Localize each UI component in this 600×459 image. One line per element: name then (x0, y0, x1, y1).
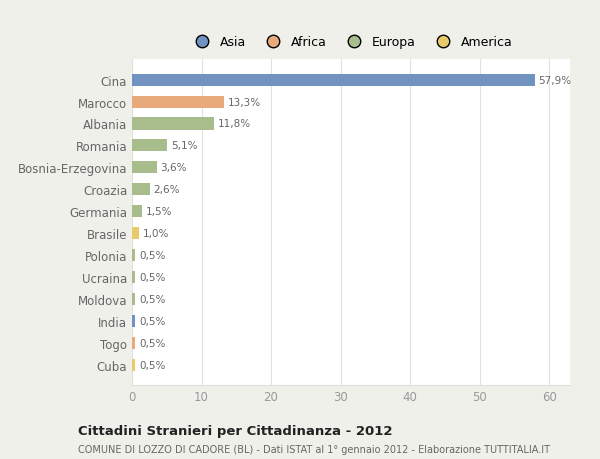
Text: 57,9%: 57,9% (538, 76, 571, 85)
Text: 0,5%: 0,5% (139, 316, 166, 326)
Text: 11,8%: 11,8% (218, 119, 251, 129)
Text: 1,0%: 1,0% (142, 229, 169, 239)
Text: 13,3%: 13,3% (228, 97, 261, 107)
Text: 3,6%: 3,6% (161, 163, 187, 173)
Bar (132, 74, 535, 86)
Bar (132, 249, 136, 262)
Bar (132, 293, 136, 305)
Bar (132, 206, 142, 218)
Text: COMUNE DI LOZZO DI CADORE (BL) - Dati ISTAT al 1° gennaio 2012 - Elaborazione TU: COMUNE DI LOZZO DI CADORE (BL) - Dati IS… (78, 444, 550, 454)
Bar (132, 96, 224, 108)
Bar (132, 184, 150, 196)
Text: 5,1%: 5,1% (171, 141, 197, 151)
Text: 2,6%: 2,6% (154, 185, 180, 195)
Text: Cittadini Stranieri per Cittadinanza - 2012: Cittadini Stranieri per Cittadinanza - 2… (78, 425, 392, 437)
Legend: Asia, Africa, Europa, America: Asia, Africa, Europa, America (187, 34, 515, 51)
Bar (132, 228, 139, 240)
Bar (132, 140, 167, 152)
Text: 0,5%: 0,5% (139, 360, 166, 369)
Bar (132, 337, 136, 349)
Text: 1,5%: 1,5% (146, 207, 172, 217)
Text: 0,5%: 0,5% (139, 272, 166, 282)
Text: 0,5%: 0,5% (139, 338, 166, 348)
Bar (132, 359, 136, 371)
Bar (132, 118, 214, 130)
Text: 0,5%: 0,5% (139, 251, 166, 260)
Bar (132, 315, 136, 327)
Bar (132, 271, 136, 283)
Text: 0,5%: 0,5% (139, 294, 166, 304)
Bar (132, 162, 157, 174)
